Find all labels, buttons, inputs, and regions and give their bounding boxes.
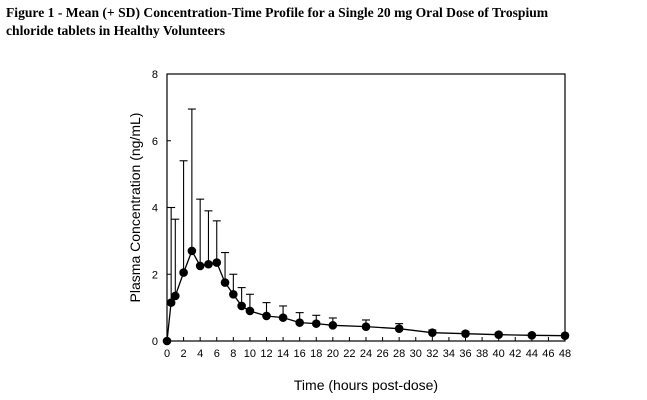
plot-border [166, 73, 566, 342]
x-tick-label: 18 [310, 348, 322, 360]
data-points [162, 246, 570, 346]
x-tick-label: 8 [230, 348, 236, 360]
data-point [428, 328, 437, 337]
x-axis-title: Time (hours post-dose) [294, 377, 438, 393]
data-point [179, 268, 188, 277]
data-point [394, 324, 404, 333]
x-tick-label: 20 [327, 348, 339, 360]
x-tick-label: 28 [393, 348, 405, 360]
x-tick-label: 22 [343, 348, 355, 360]
data-point [229, 289, 238, 299]
data-point [494, 330, 503, 339]
error-bars [167, 108, 569, 336]
x-tick-label: 6 [214, 348, 220, 360]
data-point [295, 318, 304, 327]
data-point [170, 291, 180, 301]
y-tick-label: 2 [152, 269, 158, 281]
data-point [527, 331, 537, 340]
data-point [328, 321, 338, 330]
x-axis: 0 2 4 6 8 10 12 14 16 18 20 22 24 26 28 30 32 34 36 38 40 42 4… [164, 337, 571, 360]
data-point [278, 313, 288, 322]
x-tick-label: 40 [493, 348, 505, 360]
caption-line-1: Figure 1 - Mean (+ SD) Concentration-Tim… [6, 5, 549, 20]
x-tick-label: 0 [164, 348, 170, 360]
data-point [187, 246, 197, 256]
x-tick-label: 14 [277, 348, 289, 360]
plot-frame [166, 73, 566, 342]
data-point [166, 298, 176, 307]
x-tick-label: 24 [360, 348, 372, 360]
x-tick-label: 16 [294, 348, 306, 360]
data-point [560, 331, 570, 340]
x-tick-label: 46 [542, 348, 554, 360]
x-tick-label: 36 [459, 348, 471, 360]
y-tick-label: 4 [152, 203, 158, 215]
data-point [262, 311, 271, 321]
x-tick-label: 48 [559, 348, 571, 360]
caption-line-2: chloride tablets in Healthy Volunteers [6, 23, 226, 38]
x-tick-label: 44 [526, 348, 538, 360]
x-tick-label: 34 [443, 348, 455, 360]
y-tick-label: 6 [152, 136, 158, 148]
y-axis-title: Plasma Concentration (ng/mL) [127, 113, 143, 303]
x-tick-label: 42 [509, 348, 521, 360]
data-point [237, 301, 246, 311]
data-point [162, 336, 172, 346]
data-point [204, 259, 213, 269]
y-axis: 0 2 4 6 8 [152, 69, 171, 348]
x-tick-label: 10 [244, 348, 256, 360]
x-tick-label: 12 [260, 348, 272, 360]
x-tick-label: 4 [197, 348, 203, 360]
y-tick-label: 8 [152, 69, 158, 81]
data-point [220, 278, 230, 287]
data-point [212, 258, 222, 267]
data-point [245, 306, 255, 316]
data-point [195, 261, 205, 271]
x-tick-label: 2 [181, 348, 187, 360]
y-tick-label: 0 [152, 336, 158, 348]
data-point [361, 322, 371, 331]
x-tick-label: 32 [426, 348, 438, 360]
x-tick-label: 26 [376, 348, 388, 360]
figure-caption: Figure 1 - Mean (+ SD) Concentration-Tim… [6, 4, 642, 40]
data-point [461, 329, 470, 338]
x-tick-label: 38 [476, 348, 488, 360]
data-point [311, 319, 321, 328]
x-tick-label: 30 [410, 348, 422, 360]
